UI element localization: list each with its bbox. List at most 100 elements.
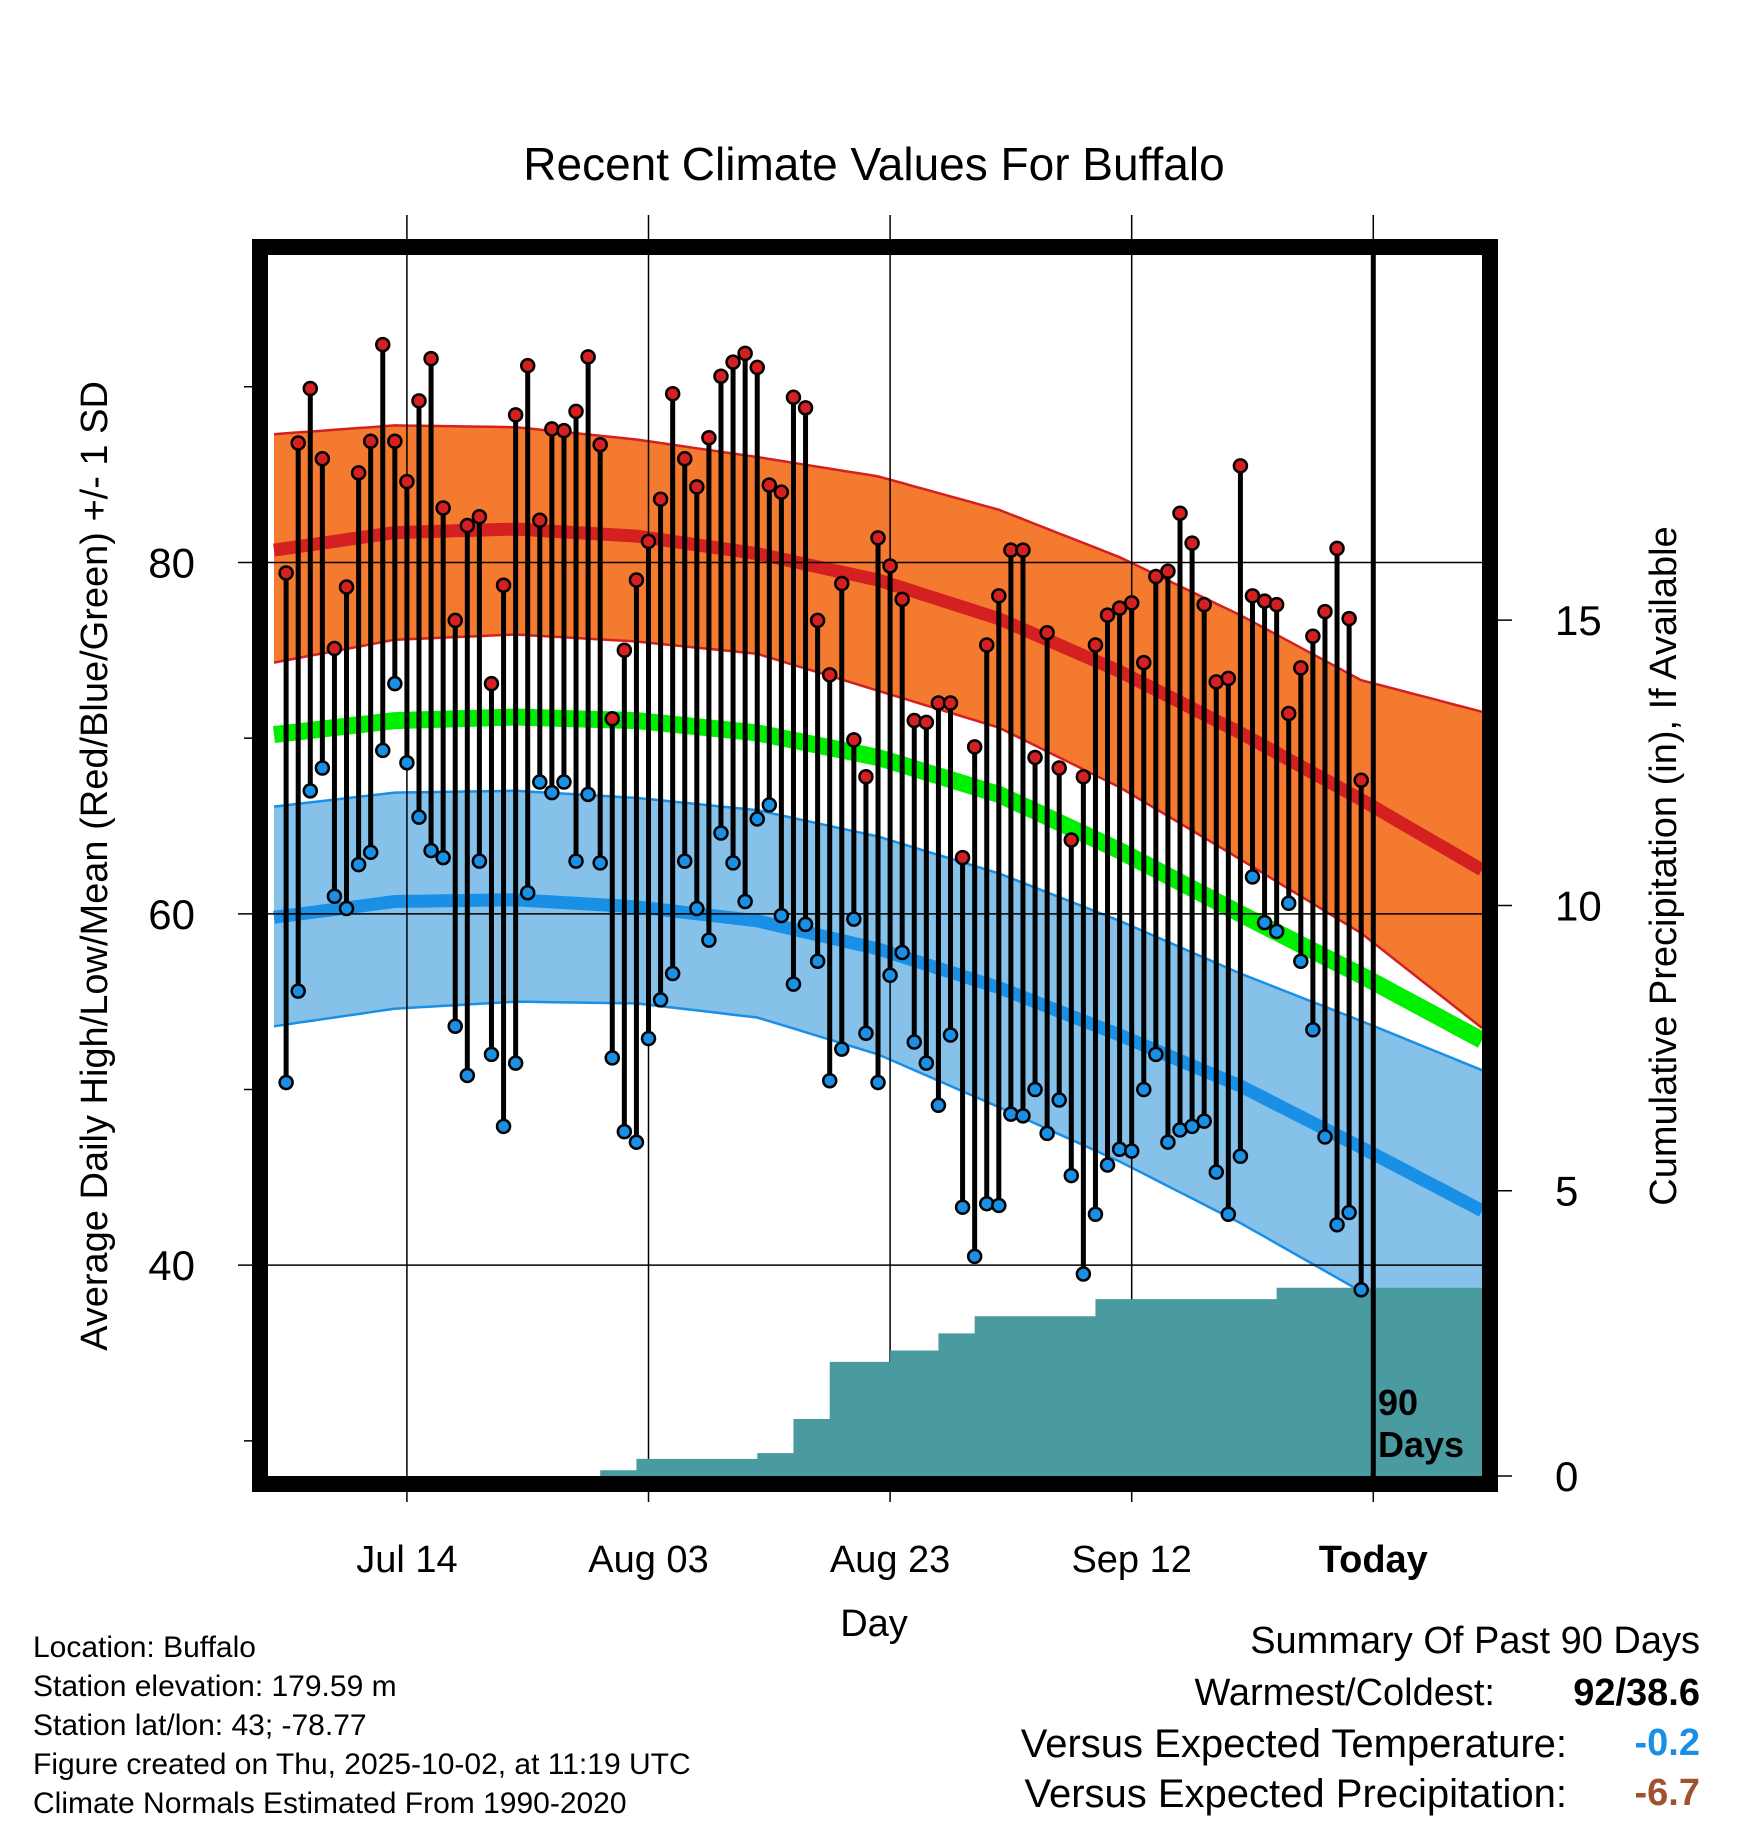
high-point-36: [713, 368, 729, 384]
summary-title: Summary Of Past 90 Days: [1250, 1620, 1700, 1662]
low-point-7: [362, 844, 379, 861]
low-point-54: [930, 1097, 947, 1114]
x-tick-label-4: Today: [1319, 1539, 1428, 1581]
low-point-23: [556, 774, 572, 790]
high-point-44: [809, 612, 826, 629]
temp-label: Versus Expected Temperature:: [1020, 1722, 1567, 1766]
low-point-5: [338, 900, 355, 917]
y-tick-label-0: 40: [148, 1242, 195, 1289]
high-point-21: [532, 512, 548, 529]
high-point-49: [870, 530, 886, 546]
high-point-87: [1329, 540, 1345, 557]
low-point-57: [966, 1248, 983, 1265]
high-point-46: [834, 575, 850, 592]
high-point-58: [978, 637, 995, 653]
x-tick-label-3: Sep 12: [1071, 1539, 1191, 1581]
high-point-35: [701, 429, 717, 446]
low-point-52: [906, 1034, 923, 1050]
high-point-57: [966, 739, 983, 755]
high-point-24: [568, 403, 584, 420]
low-point-9: [387, 675, 403, 692]
y2-tick-label-1: 5: [1555, 1168, 1578, 1215]
high-point-25: [580, 349, 596, 365]
low-point-73: [1160, 1134, 1176, 1150]
x-axis: Jul 14 Aug 03 Aug 23 Sep 12 Today: [356, 1484, 1428, 1581]
y2-axis-label: Cumulative Precipitation (in), If Availa…: [1643, 526, 1685, 1205]
low-normal-band: [274, 790, 1482, 1348]
daily-range-stems: [283, 344, 1364, 1290]
y-axis-label: Average Daily High/Low/Mean (Red/Blue/Gr…: [74, 381, 116, 1351]
low-point-85: [1305, 1022, 1321, 1038]
low-point-33: [676, 853, 693, 869]
low-point-64: [1051, 1092, 1067, 1108]
high-point-51: [894, 591, 910, 608]
low-point-76: [1196, 1113, 1212, 1129]
high-point-29: [628, 572, 645, 588]
low-point-34: [689, 900, 705, 917]
low-point-27: [604, 1050, 621, 1066]
low-point-50: [882, 967, 898, 984]
high-point-43: [797, 400, 814, 416]
low-point-43: [797, 916, 814, 933]
low-point-46: [834, 1041, 850, 1057]
low-point-37: [725, 855, 741, 871]
high-band-upper-edge: [273, 424, 1483, 714]
low-point-13: [435, 849, 451, 866]
high-point-5: [338, 579, 355, 595]
y2-tick-label-2: 10: [1555, 882, 1602, 929]
high-point-32: [664, 386, 681, 402]
high-point-83: [1280, 705, 1297, 722]
low-point-61: [1015, 1108, 1031, 1124]
precipitation-area: [274, 1287, 1482, 1476]
warm-cold-value: 92/38.6: [1573, 1672, 1700, 1714]
high-point-2: [302, 380, 319, 397]
high-point-79: [1232, 458, 1249, 474]
low-point-68: [1099, 1157, 1116, 1173]
low-point-77: [1208, 1164, 1224, 1180]
low-point-25: [580, 786, 596, 803]
low-point-18: [495, 1118, 512, 1135]
high-point-16: [471, 509, 488, 525]
low-point-53: [918, 1055, 935, 1071]
high-point-39: [749, 359, 765, 376]
y-tick-label-2: 80: [148, 539, 195, 586]
high-point-86: [1317, 603, 1333, 620]
high-point-66: [1075, 769, 1092, 785]
low-point-48: [858, 1025, 874, 1042]
low-point-15: [459, 1067, 476, 1084]
info-latlon: Station lat/lon: 43; -78.77: [33, 1709, 367, 1742]
high-point-7: [362, 433, 379, 449]
high-point-88: [1341, 610, 1357, 627]
high-point-12: [423, 350, 439, 367]
low-point-78: [1220, 1206, 1237, 1222]
high-point-68: [1099, 607, 1116, 623]
high-point-75: [1184, 535, 1200, 551]
high-point-40: [761, 477, 778, 493]
low-point-16: [471, 853, 488, 869]
low-point-70: [1123, 1143, 1140, 1159]
low-point-86: [1317, 1129, 1333, 1145]
high-point-62: [1027, 749, 1043, 766]
low-point-40: [761, 797, 778, 813]
low-point-81: [1256, 914, 1273, 931]
high-point-55: [942, 695, 959, 711]
low-point-65: [1063, 1167, 1080, 1184]
low-point-67: [1087, 1206, 1104, 1222]
high-point-61: [1015, 542, 1031, 558]
high-point-4: [326, 640, 343, 657]
info-created: Figure created on Thu, 2025-10-02, at 11…: [33, 1748, 691, 1781]
precipitation-fill: [274, 1287, 1482, 1476]
low-point-84: [1293, 953, 1309, 969]
x-tick-label-1: Aug 03: [588, 1539, 708, 1581]
high-point-0: [278, 565, 294, 581]
precip-value: -6.7: [1634, 1772, 1700, 1814]
low-point-11: [411, 809, 427, 825]
low-point-30: [640, 1030, 657, 1047]
low-point-89: [1353, 1282, 1369, 1298]
low-point-56: [954, 1199, 971, 1215]
high-point-28: [616, 642, 633, 659]
high-point-31: [652, 491, 669, 507]
low-point-2: [302, 783, 319, 799]
low-point-12: [423, 842, 439, 859]
high-point-11: [411, 393, 427, 409]
